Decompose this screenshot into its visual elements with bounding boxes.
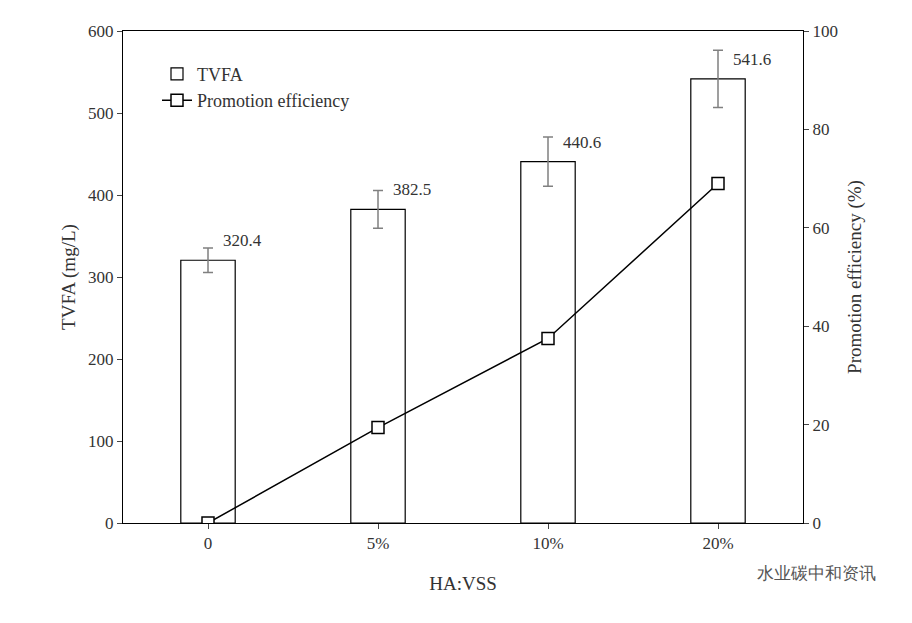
- svg-text:80: 80: [812, 120, 829, 139]
- svg-text:Promotion efficiency: Promotion efficiency: [197, 91, 349, 111]
- svg-text:40: 40: [812, 317, 829, 336]
- svg-text:20%: 20%: [702, 534, 733, 553]
- svg-text:20: 20: [812, 416, 829, 435]
- svg-text:60: 60: [812, 219, 829, 238]
- svg-text:水业碳中和资讯: 水业碳中和资讯: [757, 563, 876, 583]
- svg-text:500: 500: [88, 104, 114, 123]
- svg-text:100: 100: [812, 22, 838, 41]
- svg-text:440.6: 440.6: [563, 133, 601, 152]
- svg-text:0: 0: [812, 514, 821, 533]
- svg-text:10%: 10%: [532, 534, 563, 553]
- svg-text:TVFA (mg/L): TVFA (mg/L): [58, 224, 80, 330]
- svg-text:600: 600: [88, 22, 114, 41]
- svg-text:200: 200: [88, 350, 114, 369]
- svg-text:0: 0: [204, 534, 213, 553]
- svg-text:382.5: 382.5: [393, 180, 431, 199]
- svg-text:100: 100: [88, 432, 114, 451]
- svg-text:320.4: 320.4: [223, 231, 262, 250]
- svg-text:HA:VSS: HA:VSS: [429, 573, 497, 594]
- svg-text:5%: 5%: [367, 534, 390, 553]
- svg-text:0: 0: [105, 514, 114, 533]
- svg-text:541.6: 541.6: [733, 50, 771, 69]
- svg-text:400: 400: [88, 186, 114, 205]
- svg-text:TVFA: TVFA: [197, 65, 243, 85]
- svg-text:300: 300: [88, 268, 114, 287]
- svg-text:Promotion efficiency (%): Promotion efficiency (%): [844, 180, 866, 374]
